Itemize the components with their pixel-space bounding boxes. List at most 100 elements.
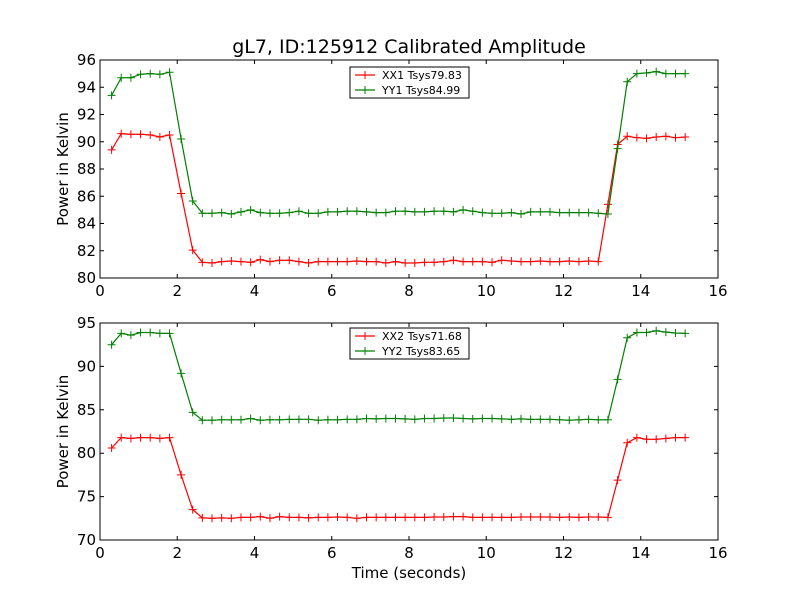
legend-entry: XX1 Tsys79.83 [355, 69, 462, 82]
data-point [256, 255, 265, 264]
data-point [352, 256, 361, 265]
data-point [681, 132, 690, 141]
data-point [526, 207, 535, 216]
data-point [323, 415, 332, 424]
data-point [545, 207, 554, 216]
data-point [362, 207, 371, 216]
data-point [165, 130, 174, 139]
data-point [632, 328, 641, 337]
data-point [323, 513, 332, 522]
data-point [294, 415, 303, 424]
data-point [198, 209, 207, 218]
data-point [652, 435, 661, 444]
data-point [536, 256, 545, 265]
data-point [155, 70, 164, 79]
figure-title: gL7, ID:125912 Calibrated Amplitude [232, 36, 586, 58]
top-plot-panel: 0 2 4 6 8 10 12 14 16 80 82 84 86 88 90 92 94 96 Power in … [54, 51, 728, 300]
data-point [275, 256, 284, 265]
data-point [410, 207, 419, 216]
data-point [507, 256, 516, 265]
data-point [107, 145, 116, 154]
data-point [574, 208, 583, 217]
x-tick-label: 8 [404, 282, 414, 300]
data-point [603, 209, 612, 218]
data-point [323, 207, 332, 216]
data-point [671, 328, 680, 337]
data-point [155, 329, 164, 338]
data-point [246, 414, 255, 423]
data-point [117, 73, 126, 82]
data-point [177, 189, 186, 198]
data-point [362, 414, 371, 423]
data-point [217, 415, 226, 424]
data-point [478, 208, 487, 217]
data-point [256, 208, 265, 217]
x-tick-label: 10 [477, 282, 496, 300]
y-axis-label: Power in Kelvin [54, 112, 72, 226]
data-point [208, 416, 217, 425]
data-point [565, 512, 574, 521]
x-tick-label: 14 [631, 282, 650, 300]
data-point [372, 414, 381, 423]
data-point [107, 443, 116, 452]
data-point [372, 257, 381, 266]
data-point [507, 415, 516, 424]
y-axis-label: Power in Kelvin [54, 375, 72, 489]
y-tick-label: 92 [77, 106, 96, 124]
data-point [155, 132, 164, 141]
data-point [584, 512, 593, 521]
data-point [623, 132, 632, 141]
data-point [478, 257, 487, 266]
data-point [136, 328, 145, 337]
x-tick-label: 4 [250, 544, 260, 562]
data-point [294, 513, 303, 522]
data-point [352, 207, 361, 216]
data-point [294, 207, 303, 216]
data-point [372, 513, 381, 522]
data-point [488, 513, 497, 522]
data-point [439, 512, 448, 521]
data-point [246, 258, 255, 267]
y-tick-label: 88 [77, 160, 96, 178]
data-point [236, 513, 245, 522]
data-point [497, 209, 506, 218]
data-point [430, 207, 439, 216]
data-point [410, 415, 419, 424]
data-point [107, 91, 116, 100]
legend: XX2 Tsys71.68 YY2 Tsys83.65 [349, 327, 470, 360]
data-point [314, 209, 323, 218]
x-tick-label: 12 [554, 544, 573, 562]
y-tick-label: 94 [77, 78, 96, 96]
data-point [420, 258, 429, 267]
data-point [136, 130, 145, 139]
data-point [420, 513, 429, 522]
data-point [652, 326, 661, 335]
x-tick-label: 12 [554, 282, 573, 300]
data-point [236, 415, 245, 424]
data-point [275, 415, 284, 424]
data-point [642, 134, 651, 143]
x-tick-label: 4 [250, 282, 260, 300]
data-point [381, 513, 390, 522]
data-point [304, 513, 313, 522]
data-point [517, 209, 526, 218]
data-point [661, 69, 670, 78]
data-point [632, 69, 641, 78]
series-1 [107, 433, 690, 523]
x-tick-label: 0 [95, 544, 105, 562]
data-point [265, 514, 274, 523]
x-tick-label: 2 [172, 282, 182, 300]
data-point [642, 328, 651, 337]
data-point [391, 414, 400, 423]
legend-entry: YY1 Tsys84.99 [355, 84, 460, 97]
data-point [439, 257, 448, 266]
data-point [478, 513, 487, 522]
data-point [117, 129, 126, 138]
data-point [165, 329, 174, 338]
data-point [208, 259, 217, 268]
data-point [126, 331, 135, 340]
data-point [136, 70, 145, 79]
data-point [681, 69, 690, 78]
data-point [304, 415, 313, 424]
data-point [642, 435, 651, 444]
